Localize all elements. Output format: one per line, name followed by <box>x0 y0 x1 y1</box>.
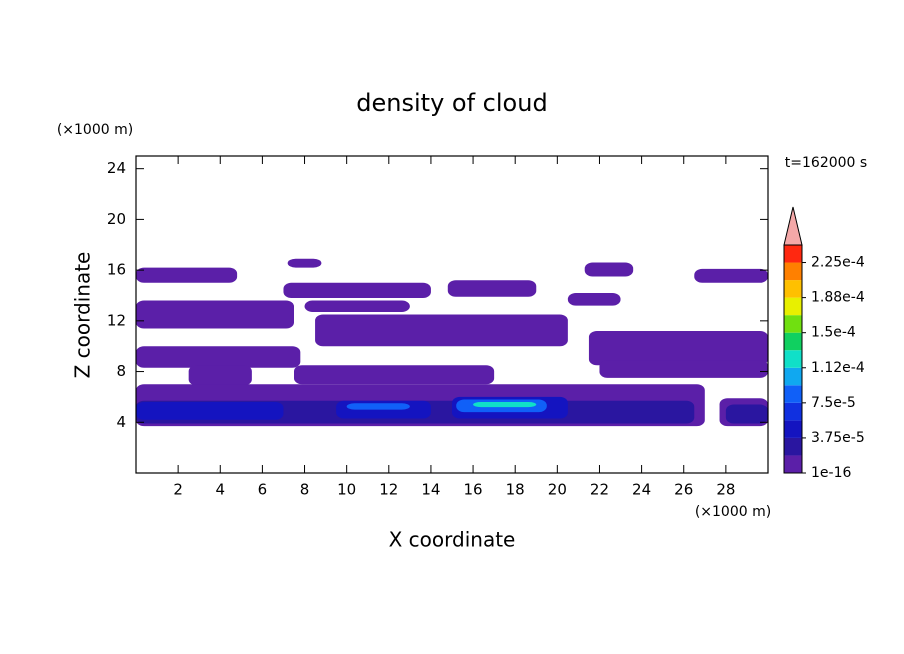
colorbar-tick-label: 1.88e-4 <box>811 290 865 306</box>
y-tick-label: 24 <box>107 159 126 177</box>
colorbar-band <box>784 385 802 403</box>
x-tick-label: 10 <box>337 481 356 499</box>
colorbar-band <box>784 437 802 456</box>
contour-region <box>725 404 768 424</box>
colorbar-band <box>784 420 802 438</box>
chart-title: density of cloud <box>356 89 547 117</box>
contour-region <box>136 267 238 283</box>
contour-region <box>694 268 768 283</box>
contour-region <box>599 360 768 378</box>
y-tick-label: 20 <box>107 210 126 228</box>
plot-frame <box>135 155 769 474</box>
colorbar-tick-label: 7.5e-5 <box>811 395 856 411</box>
y-tick-label: 8 <box>116 362 126 380</box>
colorbar-tick-label: 3.75e-5 <box>811 430 865 446</box>
contour-region <box>188 365 252 386</box>
colorbar-band <box>784 262 802 281</box>
contour-region <box>283 282 431 299</box>
contour-region <box>304 300 410 312</box>
colorbar-tick-label: 1e-16 <box>811 465 851 481</box>
colorbar-tick-label: 2.25e-4 <box>811 255 865 271</box>
colorbar-band <box>784 455 802 473</box>
x-tick-label: 14 <box>421 481 440 499</box>
contour-region <box>136 401 284 420</box>
x-tick-label: 22 <box>590 481 609 499</box>
colorbar-band <box>784 350 802 368</box>
x-tick-label: 6 <box>258 481 268 499</box>
colorbar-tick-label: 1.5e-4 <box>811 325 856 341</box>
colorbar-band <box>784 245 802 263</box>
x-tick-label: 18 <box>506 481 525 499</box>
colorbar-band <box>784 402 802 421</box>
contour-region <box>473 401 537 408</box>
contour-region <box>346 403 410 410</box>
x-tick-label: 4 <box>215 481 225 499</box>
colorbar-band <box>784 315 802 333</box>
contour-region <box>584 262 634 277</box>
contour-region <box>136 300 294 329</box>
time-label: t=162000 s <box>785 155 867 171</box>
x-tick-label: 2 <box>173 481 183 499</box>
colorbar-band <box>784 332 802 351</box>
x-unit: (×1000 m) <box>695 504 771 520</box>
colorbar-band <box>784 280 802 298</box>
colorbar-band <box>784 297 802 316</box>
x-tick-label: 20 <box>548 481 567 499</box>
contour-region <box>136 346 301 368</box>
contour-region <box>287 258 322 268</box>
contour-region <box>567 292 621 306</box>
contour-region <box>315 314 568 347</box>
y-tick-label: 12 <box>107 311 126 329</box>
contour-region <box>294 365 495 385</box>
colorbar-tick-label: 1.12e-4 <box>811 360 865 376</box>
x-tick-label: 16 <box>464 481 483 499</box>
colorbar-frame <box>783 244 803 474</box>
x-tick-label: 8 <box>300 481 310 499</box>
colorbar-band <box>784 367 802 386</box>
x-tick-label: 28 <box>716 481 735 499</box>
x-tick-label: 12 <box>379 481 398 499</box>
y-unit: (×1000 m) <box>57 122 133 138</box>
y-axis-label: Z coordinate <box>71 252 95 379</box>
y-tick-label: 16 <box>107 261 126 279</box>
x-axis-label: X coordinate <box>389 528 516 552</box>
x-tick-label: 26 <box>674 481 693 499</box>
contour-region <box>447 280 537 297</box>
contour-region <box>588 330 768 366</box>
y-tick-label: 4 <box>116 413 126 431</box>
x-tick-label: 24 <box>632 481 651 499</box>
